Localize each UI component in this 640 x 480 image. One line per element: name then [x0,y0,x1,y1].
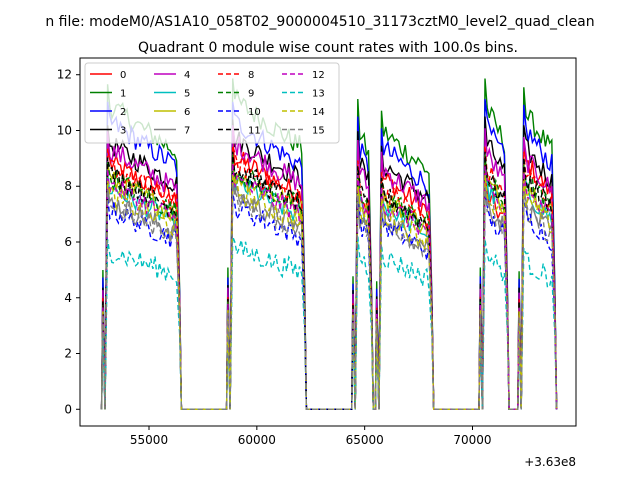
series-line-8 [100,145,558,410]
chart-title: Quadrant 0 module wise count rates with … [138,40,518,56]
series-line-11 [100,151,558,410]
y-axis-ticks: 0 2 4 6 8 10 12 [57,68,80,416]
legend-label: 10 [248,107,261,118]
legend-label: 9 [248,89,254,100]
x-tick-label: 55000 [130,433,168,447]
x-axis-offset-label: +3.63e8 [524,455,576,469]
y-tick-label: 8 [64,179,72,193]
series-lines [100,78,558,410]
legend-label: 5 [184,89,190,100]
legend-label: 12 [312,70,325,81]
y-tick-label: 12 [57,68,72,82]
legend-label: 7 [184,126,190,137]
legend-label: 11 [248,126,261,137]
legend-label: 15 [312,126,325,137]
legend-box [84,62,340,144]
legend-label: 2 [120,107,126,118]
legend-label: 3 [120,126,126,137]
y-tick-label: 0 [64,402,72,416]
y-tick-label: 10 [57,123,72,137]
legend-label: 8 [248,70,254,81]
x-axis-ticks: 55000 60000 65000 70000 [130,426,492,447]
x-tick-label: 65000 [346,433,384,447]
legend-label: 0 [120,70,126,81]
y-tick-label: 2 [64,347,72,361]
legend-label: 4 [184,70,190,81]
legend-label: 6 [184,107,190,118]
y-tick-label: 4 [64,291,72,305]
x-tick-label: 70000 [453,433,491,447]
legend-label: 1 [120,89,126,100]
legend-label: 13 [312,89,325,100]
x-tick-label: 60000 [238,433,276,447]
legend-label: 14 [312,107,325,118]
y-tick-label: 6 [64,235,72,249]
figure-suptitle: n file: modeM0/AS1A10_058T02_9000004510_… [45,14,594,30]
